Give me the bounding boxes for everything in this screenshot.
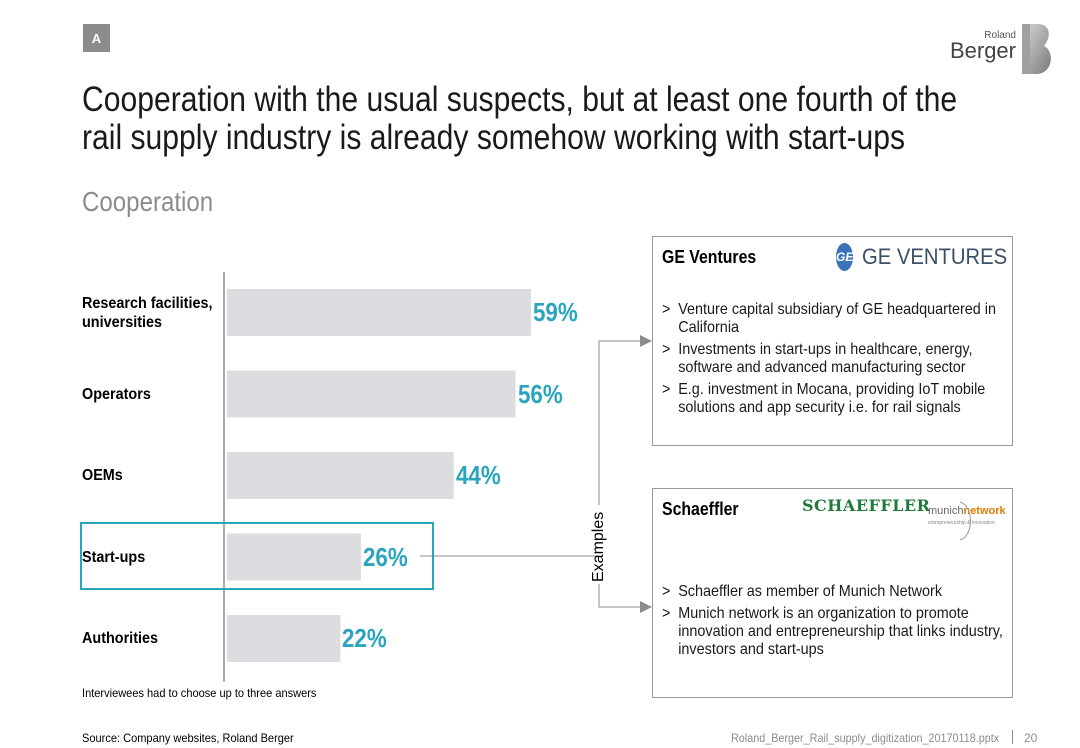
munich-logo-part-2: network	[963, 505, 1006, 517]
footer-separator	[1012, 730, 1013, 744]
bar-start-ups	[227, 533, 361, 581]
bullet-marker: >	[662, 605, 671, 622]
bullet-marker: >	[662, 583, 671, 600]
category-label-line: OEMs	[82, 467, 123, 484]
category-label: OEMs	[82, 466, 123, 485]
page-title-line-1: Cooperation with the usual suspects, but…	[82, 80, 958, 119]
munich-network-logo: munichnetwork	[928, 505, 1006, 517]
category-label: Research facilities, universities	[82, 294, 212, 332]
source-note: Source: Company websites, Roland Berger	[82, 731, 294, 745]
chart-footnote: Interviewees had to choose up to three a…	[82, 686, 317, 700]
highlight-start-ups-box	[80, 522, 434, 590]
connector-to-ge	[598, 340, 642, 505]
munich-network-arc-icon	[959, 501, 971, 541]
bar-value-label: 22%	[342, 623, 388, 653]
bar-research-facilities-universities	[227, 289, 531, 336]
section-badge: A	[83, 24, 110, 52]
bullet-text: Investments in start-ups in healthcare, …	[678, 341, 973, 376]
bar-oems	[227, 452, 454, 499]
category-label: Authorities	[82, 629, 158, 648]
bar-value-label: 44%	[455, 460, 501, 490]
bar-value-label: 59%	[533, 297, 578, 327]
page-title-line-2: rail supply industry is already somehow …	[82, 118, 906, 157]
page-title: Cooperation with the usual suspects, but…	[82, 81, 957, 157]
list-item: > Venture capital subsidiary of GE headqu…	[662, 301, 1022, 337]
category-label-line: Research facilities,	[82, 294, 213, 312]
ge-ventures-logo: GE GE VENTURES	[836, 240, 1008, 274]
category-label-line: Start-ups	[82, 548, 146, 566]
page-number: 20	[1024, 731, 1038, 745]
bullet-marker: >	[662, 301, 671, 318]
munich-network-tagline: entrepreneurship & innovation	[928, 520, 995, 526]
bullet-text: E.g. investment in Mocana, providing IoT…	[678, 381, 986, 416]
logo-small-text: Roland	[984, 30, 1016, 41]
bullet-marker: >	[662, 381, 671, 398]
bullet-marker: >	[662, 341, 671, 358]
connector-to-schaeffler	[598, 584, 642, 608]
category-label-line: Operators	[82, 385, 151, 403]
roland-berger-logo: Roland Berger	[946, 22, 1056, 78]
list-item: > Munich network is an organization to pr…	[662, 605, 1022, 659]
logo-big-text: Berger	[949, 38, 1016, 63]
bar-operators	[227, 370, 516, 418]
card-title: GE Ventures	[662, 247, 757, 267]
card-schaeffler: Schaeffler > Schaeffler as member of Muni…	[652, 488, 1013, 698]
munich-logo-part-1: munich	[928, 505, 964, 517]
list-item: > Schaeffler as member of Munich Network	[662, 583, 1022, 601]
file-name: Roland_Berger_Rail_supply_digitization_2…	[731, 731, 1000, 745]
page-subtitle: Cooperation	[82, 186, 214, 217]
card-bullets: > Schaeffler as member of Munich Network …	[662, 583, 1062, 663]
logo-b-mark	[1022, 24, 1051, 74]
category-label: Operators	[82, 385, 151, 404]
arrow-to-schaeffler	[640, 601, 652, 613]
bullet-text: Munich network is an organization to pro…	[678, 605, 1003, 658]
bar-value-label: 26%	[362, 541, 408, 572]
ge-logo-text: GE VENTURES	[862, 244, 1008, 269]
card-bullets: > Venture capital subsidiary of GE headqu…	[662, 301, 1062, 421]
arrow-to-ge	[640, 335, 652, 347]
category-label: Start-ups	[82, 548, 145, 567]
ge-monogram-icon: GE	[836, 243, 854, 271]
bullet-text: Venture capital subsidiary of GE headqua…	[678, 301, 996, 336]
schaeffler-logo: SCHAEFFLER	[802, 496, 931, 515]
card-ge-ventures: GE Ventures > Venture capital subsidiary …	[652, 236, 1013, 446]
card-title: Schaeffler	[662, 499, 739, 519]
bullet-text: Schaeffler as member of Munich Network	[678, 583, 943, 600]
category-label-line: Authorities	[82, 630, 159, 647]
list-item: > E.g. investment in Mocana, providing Io…	[662, 381, 1022, 417]
examples-label: Examples	[590, 511, 607, 582]
list-item: > Investments in start-ups in healthcare,…	[662, 341, 1022, 377]
bar-value-label: 56%	[517, 378, 563, 409]
bar-authorities	[227, 615, 341, 662]
category-label-line: universities	[82, 313, 163, 331]
